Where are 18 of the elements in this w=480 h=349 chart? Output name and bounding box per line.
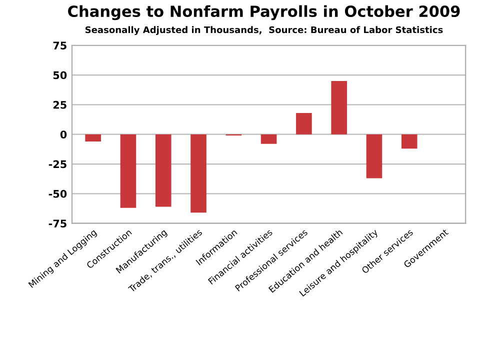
bar [401,134,418,149]
chart-subtitle: Seasonally Adjusted in Thousands, Source: Bureau of Labor Statistics [86,26,443,35]
y-tick-label: 75 [53,42,66,50]
bar [85,134,101,142]
chart-title: Changes to Nonfarm Payrolls in October 2009 [68,5,460,20]
y-tick-label: -75 [48,220,66,228]
bar [296,113,312,134]
bar [120,134,136,208]
bar [331,80,347,134]
bar [366,134,382,178]
bar [155,134,172,207]
bar [190,134,206,213]
y-tick-label: 50 [53,71,67,80]
y-tick-label: 0 [60,130,67,138]
bar [260,134,277,144]
y-tick-label: -25 [48,160,66,168]
y-tick-label: 25 [53,100,66,109]
y-tick-label: -50 [48,190,67,198]
